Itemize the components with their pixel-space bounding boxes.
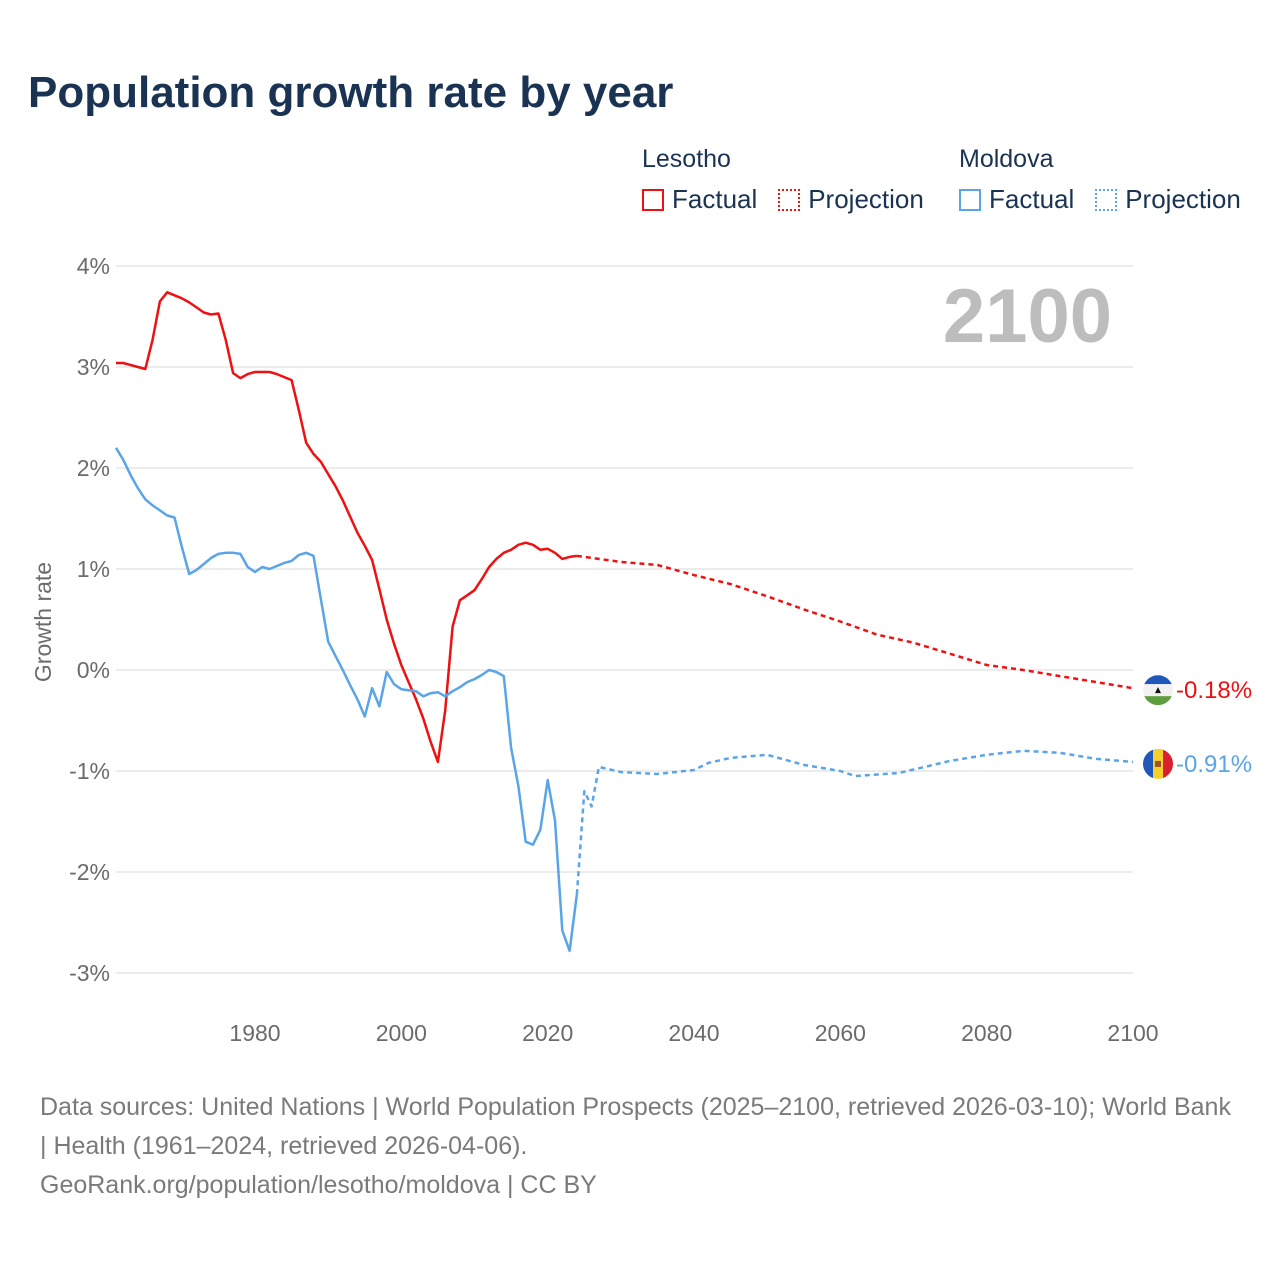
y-tick-label: 3% — [77, 354, 110, 380]
y-tick-label: 0% — [77, 657, 110, 683]
legend-item-moldova-projection[interactable]: Projection — [1095, 184, 1241, 215]
series-line-moldova-projection — [575, 749, 1134, 895]
data-sources: Data sources: United Nations | World Pop… — [40, 1093, 1231, 1160]
legend-title: Lesotho — [642, 145, 731, 173]
legend-swatch — [778, 188, 801, 211]
legend-label: Factual — [989, 184, 1075, 214]
credit: GeoRank.org/population/lesotho/moldova |… — [40, 1171, 597, 1199]
legend-label: Projection — [808, 184, 924, 214]
x-tick-label: 2100 — [1107, 1020, 1158, 1046]
legend-item-lesotho-factual[interactable]: Factual — [642, 184, 757, 215]
x-tick-label: 2040 — [668, 1020, 719, 1046]
legend-item-moldova-factual[interactable]: Factual — [959, 184, 1074, 215]
end-value-label: -0.91% — [1176, 751, 1252, 778]
y-tick-label: 2% — [77, 455, 110, 481]
end-value-label: -0.18% — [1176, 677, 1252, 704]
x-tick-label: 1980 — [229, 1020, 280, 1046]
x-tick-label: 2060 — [815, 1020, 866, 1046]
moldova-flag-icon — [1143, 748, 1173, 779]
legend-swatch — [642, 188, 664, 211]
lesotho-flag-icon — [1143, 675, 1173, 706]
y-tick-label: -3% — [69, 960, 110, 986]
legend-group-moldova: Moldova Factual Projection — [959, 145, 1241, 218]
y-tick-label: -1% — [69, 758, 110, 784]
legend-swatch — [959, 188, 981, 211]
legend-label: Projection — [1125, 184, 1241, 214]
x-tick-label: 2020 — [522, 1020, 573, 1046]
x-tick-label: 2080 — [961, 1020, 1012, 1046]
chart-title: Population growth rate by year — [28, 68, 674, 117]
legend-label: Factual — [672, 184, 758, 214]
year-label: 2100 — [943, 274, 1112, 359]
y-tick-label: 1% — [77, 556, 110, 582]
series-line-moldova-factual — [114, 447, 579, 953]
y-tick-label: -2% — [69, 859, 110, 885]
series-line-lesotho-projection — [576, 554, 1134, 690]
y-axis-label: Growth rate — [30, 562, 56, 682]
legend-title: Moldova — [959, 145, 1054, 173]
y-tick-label: 4% — [77, 253, 110, 279]
legend-group-lesotho: Lesotho Factual Projection — [642, 145, 938, 218]
legend-swatch — [1095, 188, 1118, 211]
series-line-lesotho-factual — [116, 291, 578, 764]
x-tick-label: 2000 — [376, 1020, 427, 1046]
footer: Data sources: United Nations | World Pop… — [40, 1088, 1240, 1205]
legend-item-lesotho-projection[interactable]: Projection — [778, 184, 924, 215]
